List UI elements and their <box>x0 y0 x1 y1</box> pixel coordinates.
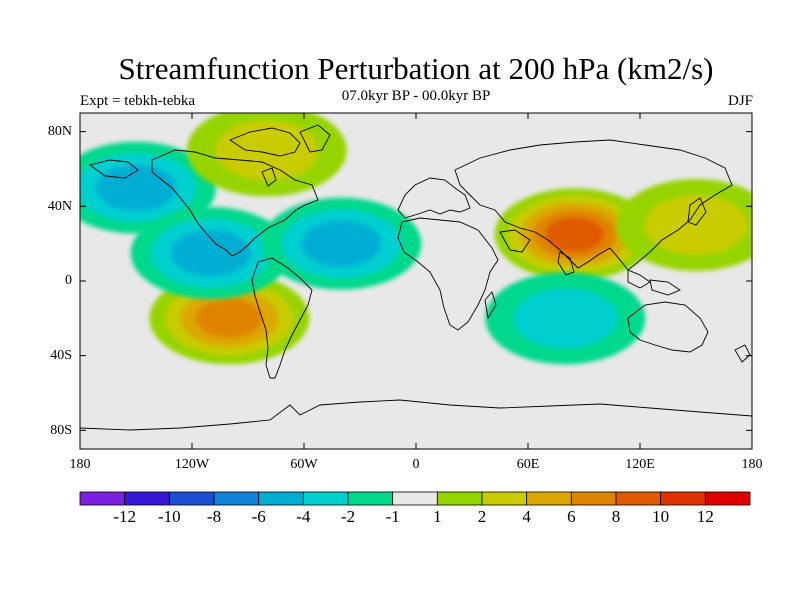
colorbar-swatch <box>615 491 662 506</box>
lon-tick-label: 0 <box>412 457 420 472</box>
colorbar-label: -1 <box>385 507 400 526</box>
lat-tick-label: 40N <box>47 199 72 214</box>
colorbar-label: -12 <box>113 507 136 526</box>
lat-tick-label: 80S <box>50 423 72 438</box>
experiment-label: Expt = tebkh-tebka <box>80 93 196 109</box>
colorbar-swatch <box>79 491 126 506</box>
colorbar-swatch <box>302 491 349 506</box>
colorbar-swatch <box>526 491 572 506</box>
colorbar-swatch <box>347 491 394 506</box>
lon-tick-label: 120E <box>625 457 655 472</box>
lat-tick-label: 0 <box>65 273 72 288</box>
lon-tick-label: 120W <box>174 457 210 472</box>
colorbar-swatch <box>258 491 304 506</box>
lon-tick-label: 60E <box>516 457 540 472</box>
colorbar-swatch <box>704 491 751 506</box>
chart-title: Streamfunction Perturbation at 200 hPa (… <box>118 51 714 86</box>
anomaly-contour <box>196 299 263 338</box>
anomaly-contour <box>301 220 382 267</box>
axis-ticks <box>79 113 753 449</box>
coastlines <box>80 124 752 431</box>
colorbar-label: 2 <box>477 507 487 526</box>
colorbar-swatch <box>213 491 260 506</box>
colorbar-swatch <box>168 491 215 506</box>
colorbar-label: 12 <box>696 507 714 526</box>
colorbar-swatch <box>436 491 483 506</box>
colorbar-swatch <box>660 491 706 506</box>
colorbar-label: -2 <box>340 507 356 526</box>
colorbar-label: 8 <box>611 507 621 526</box>
colorbar-swatch <box>124 491 170 506</box>
period-label: 07.0kyr BP - 00.0kyr BP <box>341 88 491 104</box>
anomaly-contour <box>96 164 176 211</box>
colorbar-swatch <box>481 491 528 506</box>
colorbar-label: -6 <box>251 507 266 526</box>
anomaly-contour <box>545 217 604 252</box>
colorbar-label: -10 <box>157 507 181 526</box>
colorbar-swatch <box>570 491 617 506</box>
anomaly-contour <box>170 229 251 277</box>
lon-tick-label: 180 <box>741 457 763 472</box>
lat-tick-label: 40S <box>50 348 72 363</box>
colorbar-label: 4 <box>522 507 531 526</box>
anomaly-contour <box>513 288 618 349</box>
lat-tick-label: 80N <box>47 124 72 139</box>
season-label: DJF <box>727 93 753 109</box>
lon-tick-label: 180 <box>69 457 91 472</box>
colorbar-label: 10 <box>652 507 670 526</box>
colorbar-label: -4 <box>296 507 311 526</box>
colorbar <box>79 491 751 506</box>
colorbar-label: -8 <box>206 507 222 526</box>
colorbar-swatch <box>392 491 438 506</box>
lon-tick-label: 60W <box>290 457 318 472</box>
colorbar-label: 6 <box>567 507 576 526</box>
colorbar-label: 1 <box>433 507 442 526</box>
